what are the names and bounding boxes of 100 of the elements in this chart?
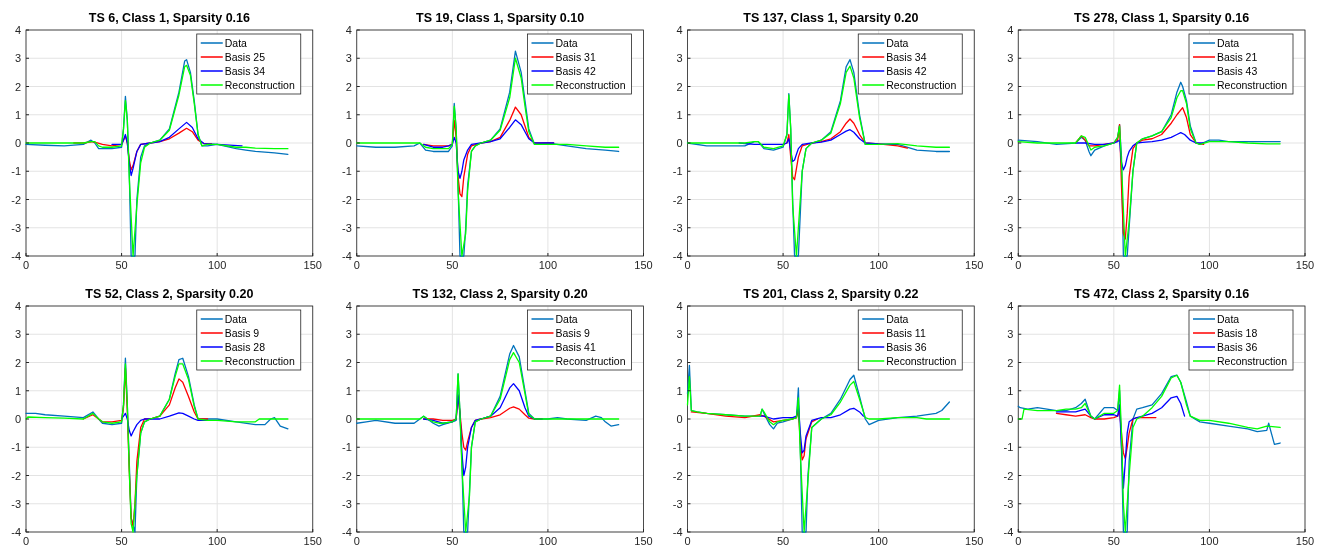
legend-label: Basis 21	[1217, 51, 1258, 63]
legend-label: Basis 34	[886, 51, 927, 63]
y-tick-label: 2	[345, 356, 352, 369]
y-tick-label: -1	[672, 441, 683, 454]
x-tick-label: 150	[965, 535, 984, 547]
x-tick-label: 100	[869, 535, 888, 547]
y-tick-label: -3	[11, 221, 21, 234]
chart-title: TS 137, Class 1, Sparsity 0.20	[743, 11, 919, 25]
y-tick-label: 1	[14, 108, 21, 121]
y-tick-label: -4	[341, 526, 352, 538]
x-tick-label: 0	[1015, 259, 1022, 271]
y-tick-label: 3	[14, 52, 21, 65]
x-tick-label: 0	[22, 535, 30, 547]
y-tick-label: -1	[11, 441, 21, 454]
y-tick-label: 3	[1007, 328, 1014, 341]
legend-label: Data	[555, 313, 578, 325]
legend-label: Basis 25	[224, 51, 266, 63]
x-tick-label: 150	[303, 259, 322, 271]
x-tick-label: 100	[207, 259, 227, 271]
y-tick-label: 1	[676, 108, 683, 121]
y-tick-label: -4	[1003, 526, 1014, 538]
x-tick-label: 100	[869, 259, 888, 271]
legend-label: Basis 31	[555, 51, 596, 63]
chart-title: TS 472, Class 2, Sparsity 0.16	[1074, 287, 1250, 301]
x-tick-label: 0	[1015, 535, 1022, 547]
y-tick-label: -1	[341, 441, 352, 454]
x-tick-label: 0	[684, 259, 691, 271]
y-tick-label: 4	[345, 300, 352, 312]
chart-title: TS 132, Class 2, Sparsity 0.20	[412, 287, 588, 301]
y-tick-label: -2	[1003, 469, 1014, 482]
legend-label: Basis 42	[886, 65, 927, 77]
legend-label: Basis 9	[224, 327, 260, 339]
y-tick-label: -3	[1003, 497, 1014, 510]
legend-label: Reconstruction	[1217, 355, 1288, 367]
legend-label: Basis 11	[886, 327, 926, 339]
x-tick-label: 0	[684, 535, 691, 547]
y-tick-label: 4	[1007, 300, 1014, 312]
y-tick-label: -4	[672, 526, 683, 538]
y-tick-label: 4	[345, 24, 352, 36]
x-tick-label: 50	[115, 259, 128, 271]
y-tick-label: 2	[14, 80, 21, 93]
y-tick-label: -1	[1003, 441, 1014, 454]
y-tick-label: 1	[14, 384, 21, 397]
y-tick-label: 2	[1007, 356, 1014, 369]
x-tick-label: 50	[446, 259, 459, 271]
x-tick-label: 50	[1107, 535, 1120, 547]
legend-label: Data	[555, 37, 578, 49]
legend-label: Data	[224, 313, 248, 325]
y-tick-label: -4	[11, 250, 21, 262]
legend-label: Reconstruction	[1217, 79, 1288, 91]
y-tick-label: 4	[676, 300, 683, 312]
y-tick-label: 1	[345, 108, 352, 121]
y-tick-label: -3	[672, 221, 683, 234]
x-tick-label: 150	[1295, 535, 1315, 547]
legend-label: Basis 28	[224, 341, 266, 353]
legend-label: Reconstruction	[886, 355, 957, 367]
y-tick-label: -2	[11, 469, 21, 482]
y-tick-label: 3	[676, 52, 683, 65]
y-tick-label: -2	[341, 469, 352, 482]
y-tick-label: -1	[672, 165, 683, 178]
x-tick-label: 100	[1200, 535, 1219, 547]
line-series	[1017, 374, 1281, 533]
chart-title: TS 19, Class 1, Sparsity 0.10	[416, 11, 585, 25]
legend-label: Basis 34	[224, 65, 266, 77]
legend-label: Data	[224, 37, 248, 49]
chart-title: TS 201, Class 2, Sparsity 0.22	[743, 287, 919, 301]
y-tick-label: -3	[1003, 221, 1014, 234]
legend-label: Basis 42	[555, 65, 596, 77]
x-tick-label: 100	[538, 535, 558, 547]
y-tick-label: 3	[1007, 52, 1014, 65]
y-tick-label: 4	[14, 300, 21, 312]
y-tick-label: -1	[11, 165, 21, 178]
legend-label: Data	[886, 313, 909, 325]
line-series	[1074, 131, 1205, 171]
legend-label: Basis 18	[1217, 327, 1258, 339]
y-tick-label: -2	[341, 193, 352, 206]
y-tick-label: 0	[14, 137, 21, 149]
legend-label: Data	[1217, 37, 1240, 49]
chart-title: TS 6, Class 1, Sparsity 0.16	[88, 11, 251, 25]
legend-label: Basis 9	[555, 327, 591, 339]
y-tick-label: 1	[1007, 108, 1014, 121]
y-tick-label: -2	[672, 469, 683, 482]
y-tick-label: -1	[1003, 165, 1014, 178]
y-tick-label: 2	[676, 80, 683, 93]
x-tick-label: 100	[207, 535, 227, 547]
y-tick-label: 1	[1007, 384, 1014, 397]
legend-label: Basis 36	[886, 341, 927, 353]
y-tick-label: -3	[11, 497, 21, 510]
x-tick-label: 150	[634, 259, 653, 271]
y-tick-label: -2	[1003, 193, 1014, 206]
y-tick-label: -2	[672, 193, 683, 206]
x-tick-label: 150	[1295, 259, 1315, 271]
y-tick-label: 2	[676, 356, 683, 369]
x-tick-label: 100	[1200, 259, 1219, 271]
y-tick-label: 0	[1007, 413, 1014, 425]
x-tick-label: 50	[776, 535, 790, 547]
y-tick-label: 1	[676, 384, 683, 397]
x-tick-label: 50	[776, 259, 790, 271]
x-tick-label: 150	[634, 535, 653, 547]
legend-label: Reconstruction	[224, 355, 295, 367]
